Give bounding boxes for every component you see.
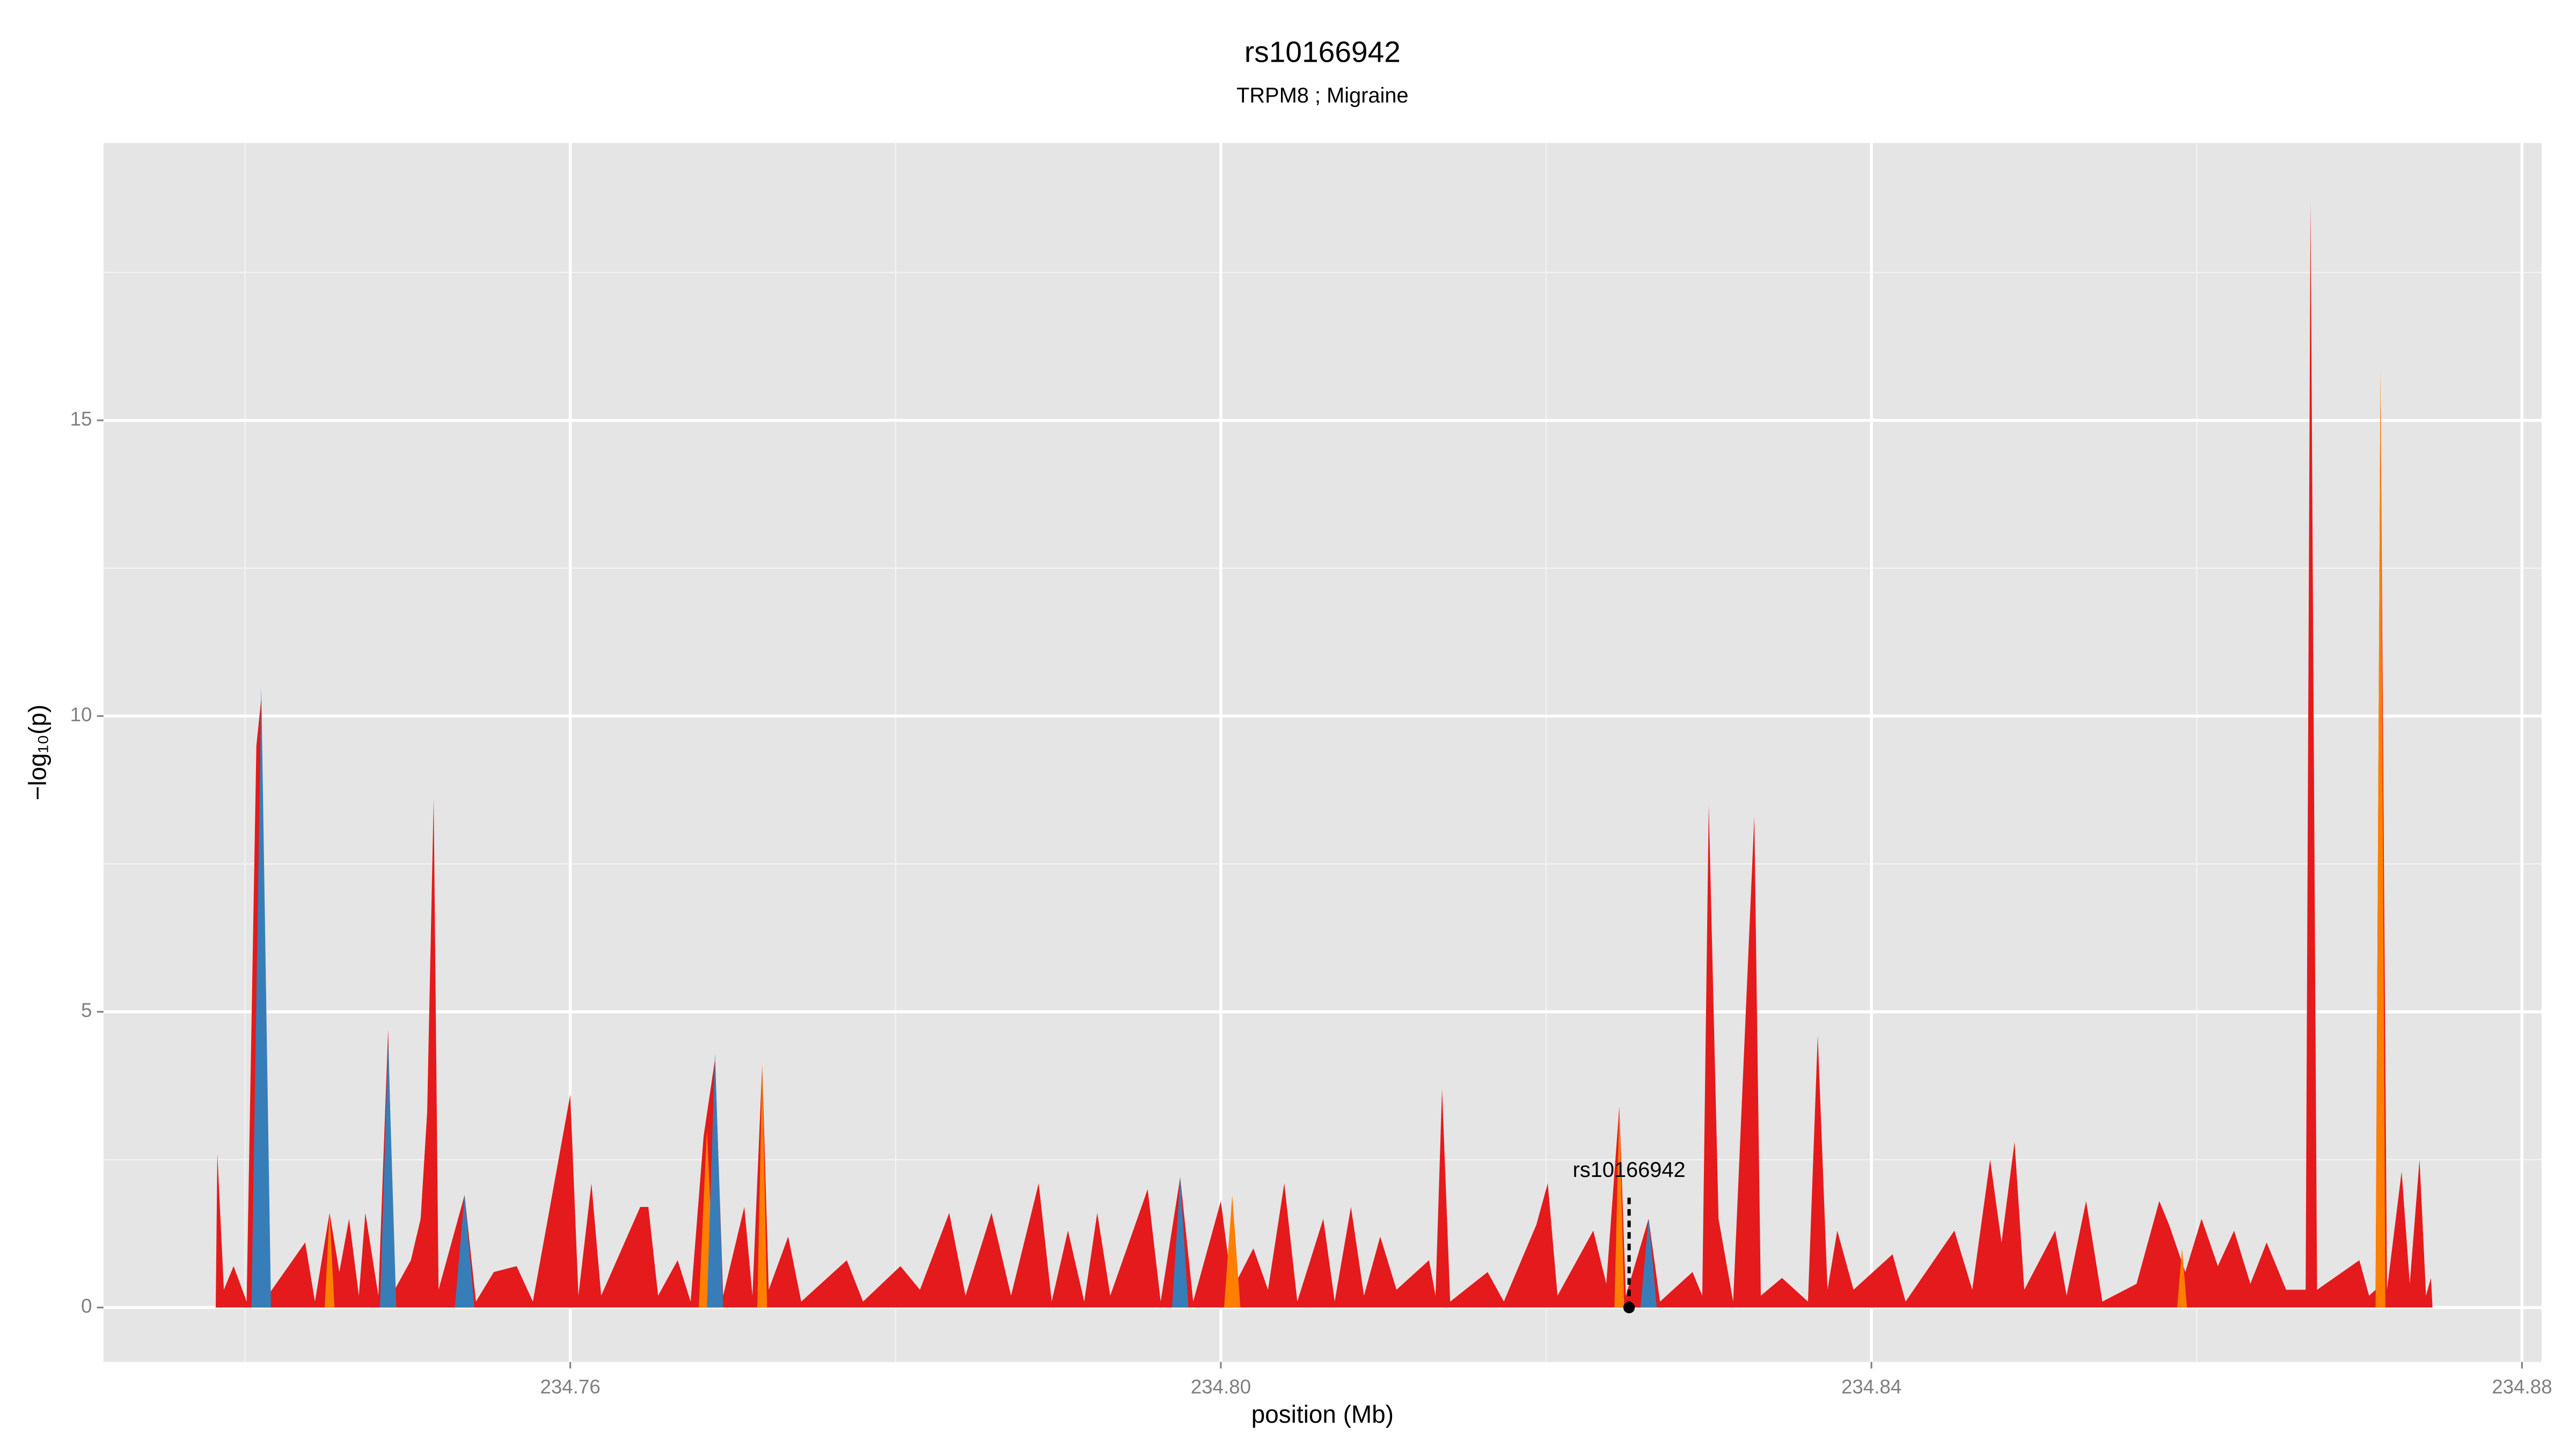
- area: [251, 686, 1657, 1308]
- y-tick-label: 0: [81, 1295, 92, 1317]
- annotation-point: [1623, 1301, 1635, 1314]
- x-axis-label: position (Mb): [1252, 1400, 1394, 1428]
- chart-title: rs10166942: [1245, 35, 1401, 69]
- area: [215, 201, 2433, 1308]
- x-tick-label: 234.76: [540, 1375, 600, 1397]
- chart-subtitle: TRPM8 ; Migraine: [1236, 84, 1409, 107]
- x-tick-label: 234.80: [1191, 1375, 1251, 1397]
- annotation-label: rs10166942: [1572, 1158, 1685, 1182]
- x-tick-label: 234.84: [1841, 1375, 1901, 1397]
- plot-panel: [103, 143, 2542, 1362]
- y-tick-label: 5: [81, 999, 92, 1021]
- y-axis-label: −log₁₀(p): [24, 705, 52, 801]
- x-tick-label: 234.88: [2492, 1375, 2552, 1397]
- y-tick-label: 15: [70, 408, 92, 430]
- y-tick-label: 10: [70, 704, 92, 726]
